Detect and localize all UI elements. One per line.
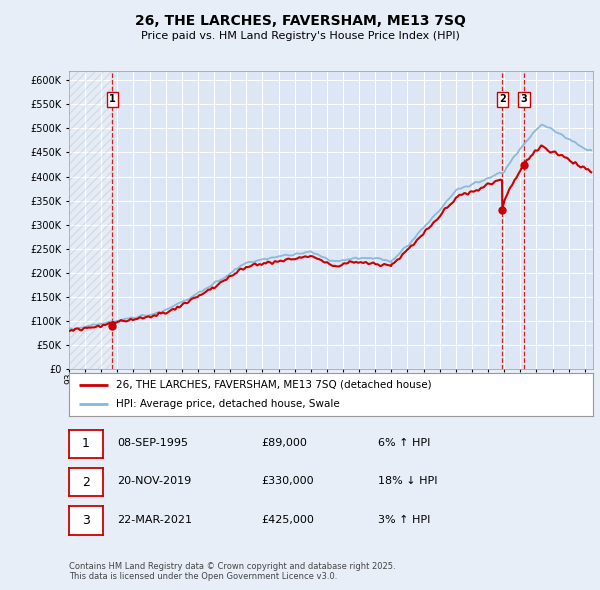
Text: 26, THE LARCHES, FAVERSHAM, ME13 7SQ (detached house): 26, THE LARCHES, FAVERSHAM, ME13 7SQ (de… — [116, 380, 432, 390]
Text: £330,000: £330,000 — [261, 477, 314, 486]
Text: £89,000: £89,000 — [261, 438, 307, 448]
Text: 08-SEP-1995: 08-SEP-1995 — [118, 438, 188, 448]
Text: 2: 2 — [82, 476, 90, 489]
Text: HPI: Average price, detached house, Swale: HPI: Average price, detached house, Swal… — [116, 399, 340, 409]
Text: Price paid vs. HM Land Registry's House Price Index (HPI): Price paid vs. HM Land Registry's House … — [140, 31, 460, 41]
Bar — [69, 71, 113, 369]
Text: 22-MAR-2021: 22-MAR-2021 — [118, 515, 193, 525]
Text: 1: 1 — [109, 94, 116, 104]
Text: 3: 3 — [520, 94, 527, 104]
Text: 1: 1 — [82, 437, 90, 450]
Text: 20-NOV-2019: 20-NOV-2019 — [118, 477, 192, 486]
Text: Contains HM Land Registry data © Crown copyright and database right 2025.
This d: Contains HM Land Registry data © Crown c… — [69, 562, 395, 581]
Text: 6% ↑ HPI: 6% ↑ HPI — [378, 438, 430, 448]
Text: 2: 2 — [499, 94, 506, 104]
Text: £425,000: £425,000 — [261, 515, 314, 525]
Text: 3% ↑ HPI: 3% ↑ HPI — [378, 515, 430, 525]
Text: 3: 3 — [82, 514, 90, 527]
Text: 26, THE LARCHES, FAVERSHAM, ME13 7SQ: 26, THE LARCHES, FAVERSHAM, ME13 7SQ — [134, 14, 466, 28]
Text: 18% ↓ HPI: 18% ↓ HPI — [378, 477, 437, 486]
